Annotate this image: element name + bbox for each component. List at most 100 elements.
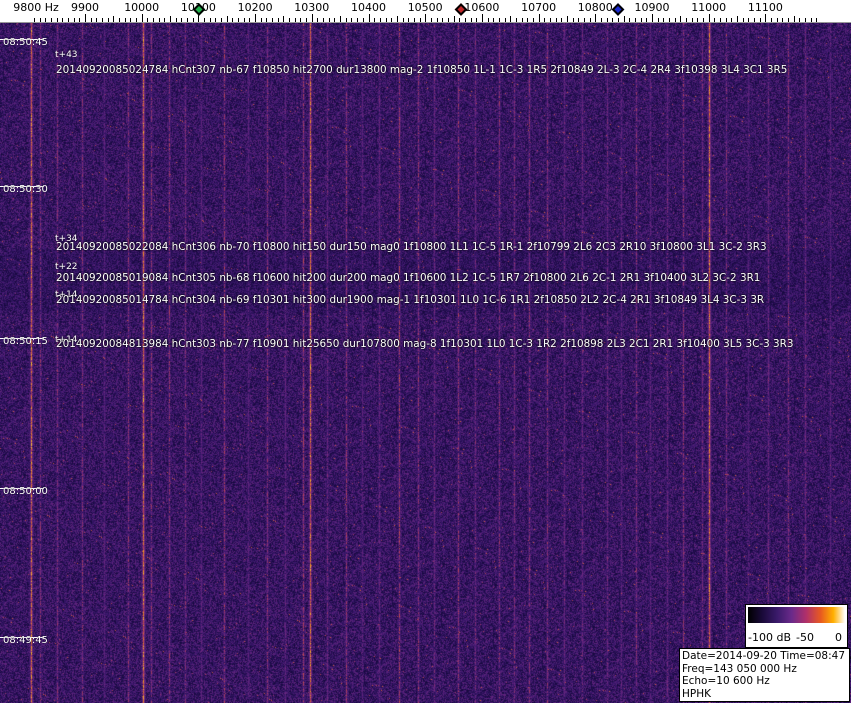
axis-minor-tick bbox=[788, 18, 790, 22]
detection-offset: t+14 bbox=[55, 335, 78, 345]
time-label: 08:50:30 bbox=[3, 184, 48, 195]
axis-minor-tick bbox=[578, 18, 580, 22]
scale-min-label: -100 dB bbox=[748, 631, 791, 644]
axis-minor-tick bbox=[351, 18, 353, 22]
axis-tick-mark bbox=[481, 14, 483, 22]
time-tick-line bbox=[0, 186, 44, 187]
axis-tick-mark bbox=[595, 14, 597, 22]
color-scale-legend: -100 dB -50 0 bbox=[745, 604, 848, 648]
detection-record[interactable]: 20140920085022084 hCnt306 nb-70 f10800 h… bbox=[56, 241, 767, 253]
axis-minor-tick bbox=[238, 18, 240, 22]
axis-minor-tick bbox=[589, 18, 591, 22]
axis-minor-tick bbox=[56, 18, 58, 22]
axis-minor-tick bbox=[130, 18, 132, 22]
axis-minor-tick bbox=[226, 16, 228, 22]
axis-minor-tick bbox=[606, 18, 608, 22]
axis-minor-tick bbox=[634, 18, 636, 22]
axis-minor-tick bbox=[459, 18, 461, 22]
axis-tick-mark bbox=[311, 14, 313, 22]
axis-minor-tick bbox=[102, 18, 103, 22]
axis-minor-tick bbox=[153, 18, 155, 22]
axis-minor-tick bbox=[391, 18, 393, 22]
axis-tick-label: 11000 bbox=[691, 1, 727, 14]
time-label: 08:50:15 bbox=[3, 336, 48, 347]
axis-minor-tick bbox=[714, 18, 716, 22]
axis-minor-tick bbox=[374, 18, 376, 22]
axis-minor-tick bbox=[45, 18, 47, 22]
axis-minor-tick bbox=[430, 18, 432, 22]
time-label: 08:50:00 bbox=[3, 486, 48, 497]
info-datetime: Date=2014-09-20 Time=08:47 UTC bbox=[682, 650, 851, 662]
axis-minor-tick bbox=[272, 18, 274, 22]
axis-minor-tick bbox=[555, 18, 557, 22]
time-label: 08:50:45 bbox=[3, 37, 48, 48]
axis-minor-tick bbox=[357, 18, 359, 22]
axis-minor-tick bbox=[50, 18, 52, 22]
axis-minor-tick bbox=[73, 18, 75, 22]
axis-minor-tick bbox=[544, 18, 546, 22]
axis-minor-tick bbox=[561, 18, 563, 22]
axis-tick-mark bbox=[255, 14, 257, 22]
axis-tick-label: 10600 bbox=[464, 1, 500, 14]
detection-record[interactable]: 20140920085014784 hCnt304 nb-69 f10301 h… bbox=[56, 294, 765, 306]
axis-minor-tick bbox=[408, 18, 410, 22]
info-echo: Echo=10 600 Hz bbox=[682, 675, 770, 687]
axis-minor-tick bbox=[748, 18, 750, 22]
spectrogram-waterfall[interactable] bbox=[0, 23, 851, 703]
axis-minor-tick bbox=[396, 16, 398, 22]
axis-minor-tick bbox=[572, 18, 574, 22]
axis-minor-tick bbox=[181, 18, 183, 22]
axis-minor-tick bbox=[810, 18, 812, 22]
axis-minor-tick bbox=[442, 18, 444, 22]
axis-tick-label: 10200 bbox=[237, 1, 273, 14]
axis-minor-tick bbox=[771, 18, 773, 22]
axis-minor-tick bbox=[62, 18, 64, 22]
axis-minor-tick bbox=[266, 18, 268, 22]
axis-minor-tick bbox=[504, 18, 506, 22]
detection-record[interactable]: 20140920085019084 hCnt305 nb-68 f10600 h… bbox=[56, 272, 761, 284]
axis-tick-mark bbox=[538, 14, 540, 22]
axis-minor-tick bbox=[782, 18, 784, 22]
axis-minor-tick bbox=[720, 18, 722, 22]
axis-minor-tick bbox=[646, 18, 648, 22]
detection-record[interactable]: 20140920084813984 hCnt303 nb-77 f10901 h… bbox=[56, 338, 794, 350]
frequency-marker-blue[interactable] bbox=[611, 3, 625, 16]
scale-mid-label: -50 bbox=[796, 631, 814, 644]
axis-minor-tick bbox=[799, 18, 801, 22]
axis-minor-tick bbox=[215, 18, 217, 22]
axis-minor-tick bbox=[793, 16, 795, 22]
axis-tick-label: 10700 bbox=[521, 1, 557, 14]
detection-record[interactable]: 20140920085024784 hCnt307 nb-67 f10850 h… bbox=[56, 64, 788, 76]
axis-minor-tick bbox=[697, 18, 699, 22]
axis-minor-tick bbox=[204, 18, 206, 22]
axis-minor-tick bbox=[164, 18, 166, 22]
axis-minor-tick bbox=[532, 18, 534, 22]
axis-tick-label: 10500 bbox=[407, 1, 443, 14]
axis-minor-tick bbox=[663, 18, 665, 22]
axis-minor-tick bbox=[447, 18, 449, 22]
axis-tick-label: 11100 bbox=[747, 1, 783, 14]
detection-offset: t+22 bbox=[55, 262, 78, 272]
axis-minor-tick bbox=[731, 18, 733, 22]
axis-minor-tick bbox=[277, 18, 279, 22]
axis-minor-tick bbox=[600, 18, 602, 22]
axis-minor-tick bbox=[113, 16, 115, 22]
axis-minor-tick bbox=[334, 18, 336, 22]
axis-minor-tick bbox=[623, 16, 625, 22]
axis-minor-tick bbox=[498, 18, 500, 22]
axis-minor-tick bbox=[124, 18, 126, 22]
axis-minor-tick bbox=[170, 16, 172, 22]
axis-minor-tick bbox=[742, 18, 744, 22]
axis-minor-tick bbox=[464, 18, 466, 22]
axis-minor-tick bbox=[493, 18, 495, 22]
axis-minor-tick bbox=[527, 18, 529, 22]
axis-minor-tick bbox=[453, 16, 455, 22]
axis-minor-tick bbox=[175, 18, 177, 22]
frequency-axis: 9800 Hz 99001000010100102001030010400105… bbox=[0, 0, 851, 23]
axis-minor-tick bbox=[436, 18, 438, 22]
axis-minor-tick bbox=[192, 18, 194, 22]
color-scale-gradient bbox=[748, 607, 845, 623]
axis-tick-mark bbox=[652, 14, 653, 22]
axis-minor-tick bbox=[612, 18, 614, 22]
axis-minor-tick bbox=[669, 18, 670, 22]
